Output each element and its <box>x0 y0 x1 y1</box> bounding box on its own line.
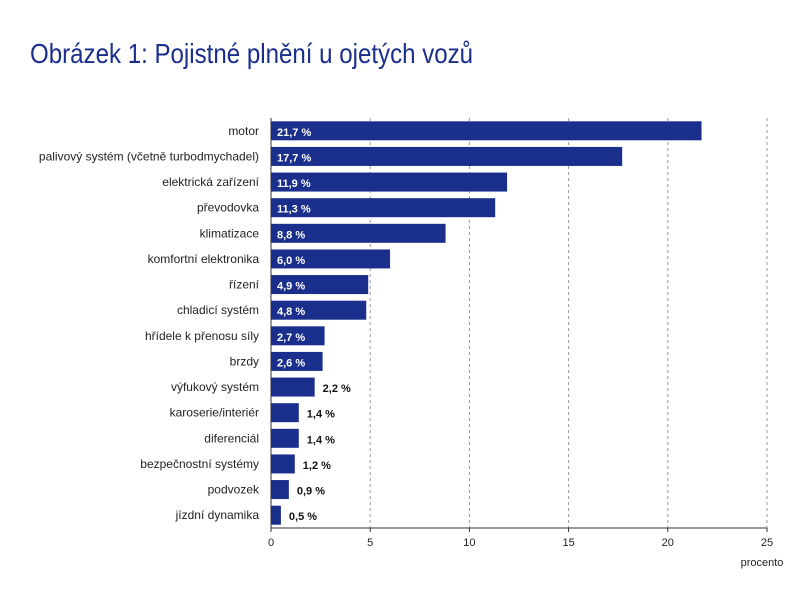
category-label: klimatizace <box>200 226 260 240</box>
value-label: 1,4 % <box>307 434 335 446</box>
chart-title: Obrázek 1: Pojistné plnění u ojetých voz… <box>30 38 474 69</box>
value-label: 8,8 % <box>277 229 305 241</box>
value-label: 2,6 % <box>277 357 305 369</box>
bar <box>271 146 623 166</box>
x-tick-label: 10 <box>463 537 475 549</box>
value-label: 2,2 % <box>323 383 351 395</box>
value-label: 4,8 % <box>277 306 305 318</box>
category-label: komfortní elektronika <box>148 252 260 266</box>
category-label: chladicí systém <box>177 303 259 317</box>
bar <box>271 326 325 346</box>
category-label: motor <box>228 124 259 138</box>
bar <box>271 249 391 269</box>
category-label: jízdní dynamika <box>175 508 260 522</box>
bar <box>271 351 323 371</box>
bar <box>271 172 508 192</box>
value-label: 11,3 % <box>277 204 311 216</box>
x-axis: 0 5 10 15 20 25 procento <box>268 118 783 569</box>
bar <box>271 428 299 448</box>
x-tick-label: 0 <box>268 537 274 549</box>
bar <box>271 377 315 397</box>
value-label: 17,7 % <box>277 152 311 164</box>
category-label: výfukový systém <box>171 380 259 394</box>
value-label: 0,9 % <box>297 486 325 498</box>
value-label: 21,7 % <box>277 127 311 139</box>
category-label: bezpečnostní systémy <box>140 457 259 471</box>
category-label: řízení <box>229 278 260 292</box>
value-labels: 21,7 % 17,7 % 11,9 % 11,3 % 8,8 % 6,0 % 4,9 % 4… <box>277 127 351 523</box>
x-tick-label: 20 <box>662 537 674 549</box>
value-label: 0,5 % <box>289 511 317 523</box>
bar <box>271 198 496 218</box>
x-tick-label: 5 <box>367 537 373 549</box>
x-tick-label: 25 <box>761 537 773 549</box>
bar <box>271 480 289 500</box>
value-label: 11,9 % <box>277 178 311 190</box>
bar <box>271 403 299 423</box>
bar <box>271 223 446 243</box>
category-label: hřídele k přenosu síly <box>145 329 259 343</box>
bar <box>271 454 295 474</box>
x-axis-label: procento <box>741 557 784 569</box>
bar <box>271 275 369 295</box>
bar <box>271 505 281 525</box>
category-label: brzdy <box>230 354 259 368</box>
category-label: elektrická zařízení <box>162 175 259 189</box>
bars <box>271 121 702 525</box>
category-label: diferenciál <box>204 431 259 445</box>
bar <box>271 300 367 320</box>
category-labels: motor palivový systém (včetně turbodmycha… <box>39 124 260 522</box>
value-label: 4,9 % <box>277 281 305 293</box>
category-label: karoserie/interiér <box>170 406 259 420</box>
bar <box>271 121 702 141</box>
category-label: palivový systém (včetně turbodmychadel) <box>39 149 259 163</box>
category-label: podvozek <box>208 483 260 497</box>
value-label: 2,7 % <box>277 332 305 344</box>
value-label: 1,4 % <box>307 409 335 421</box>
value-label: 6,0 % <box>277 255 305 267</box>
value-label: 1,2 % <box>303 460 331 472</box>
category-label: převodovka <box>197 201 259 215</box>
x-tick-label: 15 <box>562 537 574 549</box>
